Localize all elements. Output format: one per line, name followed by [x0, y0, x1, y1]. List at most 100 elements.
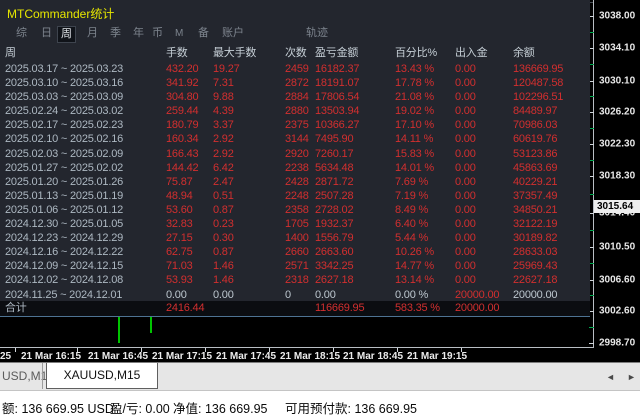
table-row[interactable]: 2025.01.20 ~ 2025.01.26 75.87 2.47 2428 2871… [0, 175, 590, 189]
table-cell: 1705 [285, 218, 309, 231]
period-tab-bar: 综 日周月季年币 M 备 账户 轨迹 [0, 25, 590, 43]
table-cell: 0.00 % [395, 288, 429, 301]
column-header: 次数 [285, 47, 307, 59]
period-tab-3[interactable]: 周 [57, 26, 76, 43]
table-cell: 17806.54 [315, 91, 360, 104]
table-cell: 3342.25 [315, 260, 354, 273]
table-cell: 2025.02.03 ~ 2025.02.09 [5, 147, 124, 160]
table-row[interactable]: 2024.12.02 ~ 2024.12.08 53.93 1.46 2318 2627… [0, 273, 590, 287]
time-label: 21 Mar 17:45 [216, 351, 277, 362]
table-cell: 0.00 [455, 77, 476, 90]
table-cell: 7260.17 [315, 147, 354, 160]
table-cell: 0.00 [455, 147, 476, 160]
column-header: 余额 [513, 47, 535, 59]
price-tick [589, 48, 594, 49]
table-cell: 144.42 [166, 161, 199, 174]
table-cell: 8.49 % [395, 203, 429, 216]
table-cell: 28633.03 [513, 246, 558, 259]
time-label: 21 Mar 19:15 [407, 351, 468, 362]
table-row[interactable]: 2024.12.09 ~ 2024.12.15 71.03 1.46 2571 3342… [0, 259, 590, 273]
total-cell: 20000.00 [455, 302, 500, 314]
price-tick [589, 311, 594, 312]
price-label: 3002.60 [599, 305, 636, 317]
table-cell: 0.00 [455, 274, 476, 287]
table-cell: 0.00 [455, 246, 476, 259]
table-row[interactable]: 2025.03.10 ~ 2025.03.16 341.92 7.31 2872 181… [0, 76, 590, 90]
table-cell: 20000.00 [455, 288, 500, 301]
table-cell: 2571 [285, 260, 309, 273]
table-row[interactable]: 2024.12.30 ~ 2025.01.05 32.83 0.23 1705 1932… [0, 217, 590, 231]
period-tab-4[interactable]: 月 [87, 27, 98, 39]
table-cell: 2375 [285, 119, 309, 132]
table-row[interactable]: 2025.02.24 ~ 2025.03.02 259.44 4.39 2880 135… [0, 104, 590, 118]
table-row[interactable]: 2025.03.17 ~ 2025.03.23 432.20 19.27 2459 16… [0, 62, 590, 76]
total-cell: 583.35 % [395, 302, 440, 314]
table-cell: 9.88 [213, 91, 234, 104]
table-cell: 62.75 [166, 246, 193, 259]
period-tab-11[interactable]: 轨迹 [306, 27, 328, 39]
chart-tab-xauusd-m1[interactable]: USD,M1 [2, 369, 48, 383]
table-row[interactable]: 2025.01.27 ~ 2025.02.02 144.42 6.42 2238 563… [0, 161, 590, 175]
status-item: 可用预付款: 136 669.95 [285, 402, 418, 416]
table-row[interactable]: 2024.11.25 ~ 2024.12.01 0.00 0.00 0 0.00 0.00… [0, 288, 590, 302]
price-label: 3038.00 [599, 10, 636, 22]
grid-tick [589, 327, 594, 328]
volume-bar [150, 317, 152, 333]
table-row[interactable]: 2025.01.13 ~ 2025.01.19 48.94 0.51 2248 2507… [0, 189, 590, 203]
table-cell: 2024.11.25 ~ 2024.12.01 [5, 288, 123, 301]
tab-scroll-right-icon[interactable]: ► [627, 372, 636, 382]
period-tab-6[interactable]: 年 [133, 27, 144, 39]
table-cell: 0.00 [455, 63, 476, 75]
table-cell: 7.31 [213, 77, 234, 90]
time-label: 21 Mar 16:15 [21, 351, 82, 362]
table-cell: 102296.51 [513, 91, 564, 104]
table-cell: 2024.12.09 ~ 2024.12.15 [5, 260, 124, 273]
table-cell: 166.43 [166, 147, 199, 160]
mtcommander-stats-panel[interactable]: MTCommander统计 综日周月季年币 M 备账户 轨迹 周手数 最大手数 次数 盈亏金… [0, 0, 590, 317]
period-tab-7[interactable]: 币 [152, 27, 163, 39]
column-header: 周 [5, 47, 16, 59]
table-row[interactable]: 2025.02.10 ~ 2025.02.16 160.34 2.92 3144 749… [0, 132, 590, 146]
table-cell: 2.92 [213, 147, 234, 160]
table-cell: 259.44 [166, 105, 199, 118]
table-cell: 16182.37 [315, 63, 360, 75]
period-tab-1[interactable]: 综 [16, 27, 27, 39]
chart-tab-xauusd-m15[interactable]: XAUUSD,M15 [46, 363, 158, 389]
table-cell: 2871.72 [315, 175, 354, 188]
price-tick [589, 144, 594, 145]
table-row[interactable]: 2025.02.03 ~ 2025.02.09 166.43 2.92 2920 726… [0, 147, 590, 161]
table-row[interactable]: 2024.12.23 ~ 2024.12.29 27.15 0.30 1400 1556… [0, 231, 590, 245]
period-tab-9[interactable]: 备 [198, 27, 209, 39]
table-cell: 2025.02.24 ~ 2025.03.02 [5, 105, 124, 118]
table-cell: 30189.82 [513, 232, 558, 245]
status-item: 盈/亏: 0.00 [110, 402, 170, 416]
period-tab-10[interactable]: 账户 [222, 27, 244, 39]
total-cell: 合计 [5, 302, 27, 314]
table-row[interactable]: 2024.12.16 ~ 2024.12.22 62.75 0.87 2660 2663… [0, 245, 590, 259]
table-cell: 53.93 [166, 274, 193, 287]
table-body: 2025.03.17 ~ 2025.03.23 432.20 19.27 2459 16… [0, 62, 590, 302]
period-tab-2[interactable]: 日 [41, 27, 52, 39]
period-tab-5[interactable]: 季 [110, 27, 121, 39]
table-cell: 2025.02.10 ~ 2025.02.16 [5, 133, 124, 146]
table-cell: 2025.01.20 ~ 2025.01.26 [5, 175, 124, 188]
table-cell: 0.00 [455, 119, 476, 132]
price-label: 2998.70 [599, 337, 636, 349]
table-cell: 7.19 % [395, 189, 429, 202]
table-row[interactable]: 2025.01.06 ~ 2025.01.12 53.60 0.87 2358 2728… [0, 203, 590, 217]
table-row[interactable]: 2025.03.03 ~ 2025.03.09 304.80 9.88 2884 178… [0, 90, 590, 104]
table-row[interactable]: 2025.02.17 ~ 2025.02.23 180.79 3.37 2375 103… [0, 118, 590, 132]
time-tick [333, 348, 334, 352]
period-tab-8[interactable]: M [175, 28, 184, 39]
table-cell: 304.80 [166, 91, 199, 104]
table-cell: 2238 [285, 161, 309, 174]
table-cell: 2459 [285, 63, 309, 75]
status-item: 额: 136 669.95 USD [2, 402, 114, 416]
table-cell: 10.26 % [395, 246, 434, 259]
table-cell: 45863.69 [513, 161, 558, 174]
table-cell: 0 [285, 288, 291, 301]
price-tick [589, 280, 594, 281]
table-cell: 32.83 [166, 218, 193, 231]
tab-scroll-left-icon[interactable]: ◄ [606, 372, 615, 382]
price-tick [589, 16, 594, 17]
